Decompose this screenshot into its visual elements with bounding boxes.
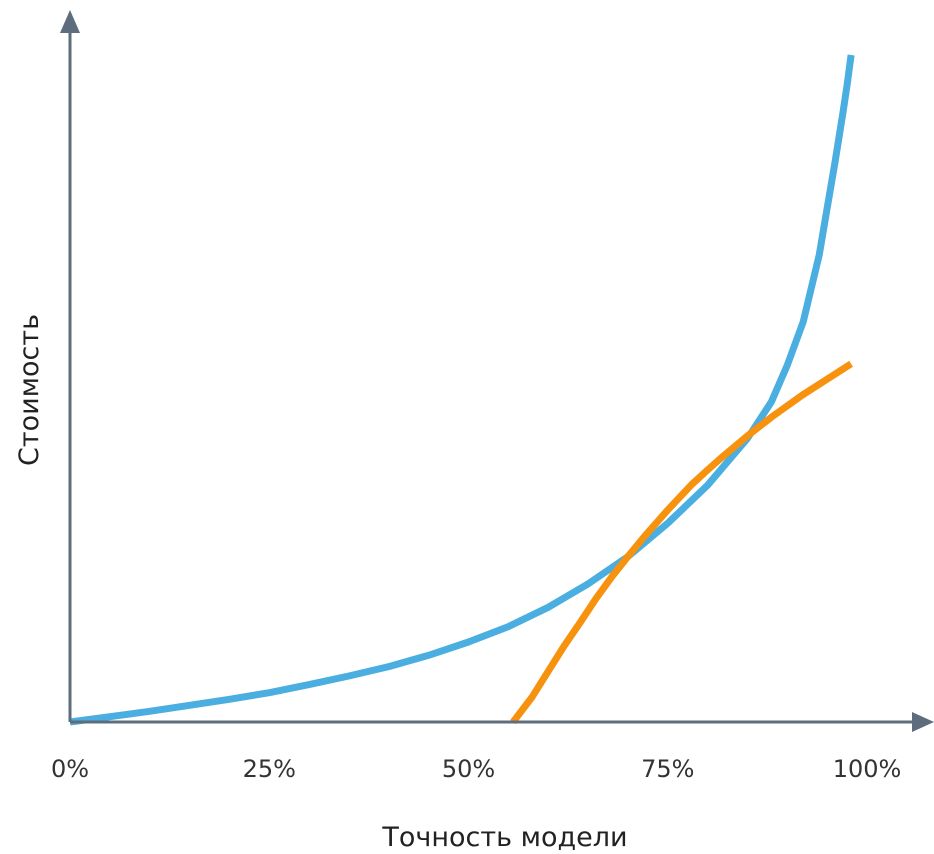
x-tick-label: 75% (641, 755, 694, 783)
x-axis-title: Точность модели (381, 822, 627, 853)
x-axis-arrow-icon (912, 712, 934, 732)
x-tick-label: 25% (243, 755, 296, 783)
y-axis-arrow-icon (60, 10, 80, 33)
x-tick-label: 50% (442, 755, 495, 783)
y-axis-title: Стоимость (14, 314, 45, 466)
x-tick-label: 0% (51, 755, 89, 783)
x-tick-label: 100% (833, 755, 902, 783)
series-line-1 (69, 54, 855, 726)
series-layer (69, 54, 855, 726)
series-line-2 (510, 360, 853, 725)
x-tick-layer: 0% 25% 50% 75% 100% (51, 755, 901, 783)
